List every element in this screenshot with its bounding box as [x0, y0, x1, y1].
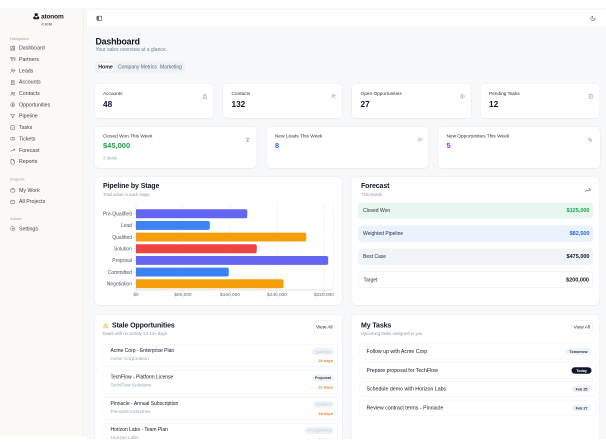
svg-text:Committed: Committed: [108, 270, 132, 276]
svg-text:Proposal: Proposal: [112, 258, 132, 264]
svg-text:Negotiation: Negotiation: [107, 282, 133, 288]
svg-text:$240,000: $240,000: [267, 292, 287, 298]
svg-text:Lead: Lead: [121, 223, 132, 229]
svg-text:Qualified: Qualified: [112, 235, 132, 241]
svg-text:$80,000: $80,000: [174, 292, 192, 298]
svg-text:Pre-Qualified: Pre-Qualified: [103, 212, 132, 218]
svg-text:$0: $0: [133, 292, 139, 298]
svg-text:$160,000: $160,000: [220, 292, 240, 298]
svg-text:Solution: Solution: [114, 247, 132, 253]
svg-text:$320,000: $320,000: [314, 292, 334, 298]
